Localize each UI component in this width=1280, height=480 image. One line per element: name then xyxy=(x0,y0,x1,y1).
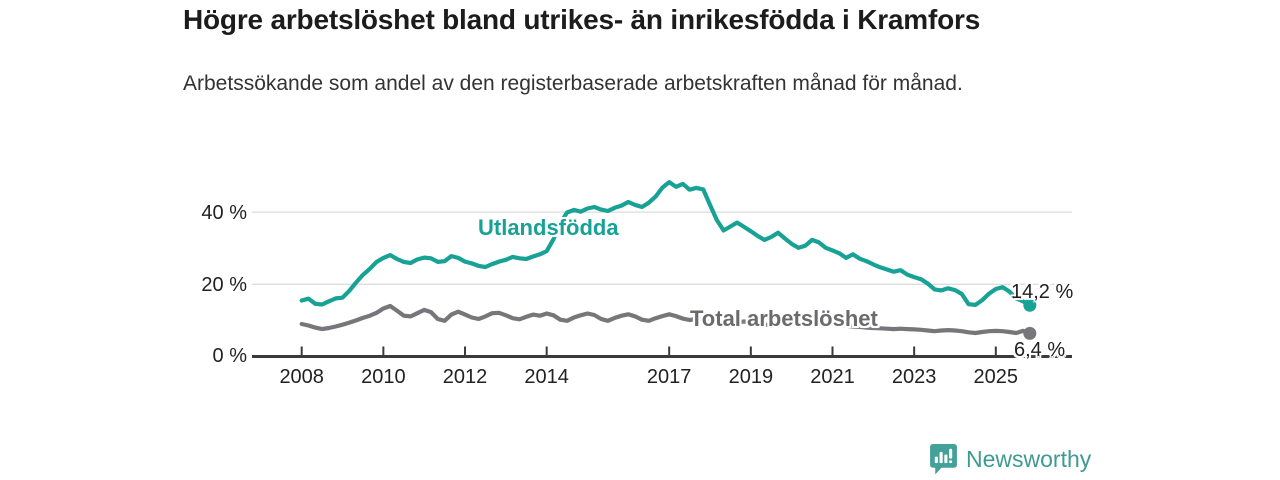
x-tick-label: 2012 xyxy=(442,366,488,388)
y-tick-label: 40 % xyxy=(201,202,247,224)
x-tick-label: 2023 xyxy=(891,366,937,388)
x-tick-label: 2008 xyxy=(279,366,324,388)
x-tick-label: 2014 xyxy=(524,366,569,388)
utlandsf-dda-line xyxy=(299,180,1032,308)
utlandsf-dda-end-dot xyxy=(1023,298,1037,312)
x-tick-label: 2017 xyxy=(646,366,692,388)
end-value-label-total: 6,4 % xyxy=(1014,339,1066,361)
x-tick-label: 2010 xyxy=(361,366,406,388)
newsworthy-speech-bubble-bar-chart-icon xyxy=(930,444,957,475)
x-tick-label: 2025 xyxy=(973,366,1019,388)
y-tick-label: 20 % xyxy=(201,274,247,296)
y-tick-label: 0 % xyxy=(212,345,247,367)
newsworthy-wordmark: Newsworthy xyxy=(966,446,1092,472)
x-tick-label: 2019 xyxy=(728,366,774,388)
page-title: Högre arbetslöshet bland utrikes- än inr… xyxy=(183,4,981,35)
series-label-total-arbetsloshet: Total arbetslöshet xyxy=(690,306,878,331)
end-value-label-utlandsfodda: 14,2 % xyxy=(1011,281,1074,303)
newsworthy-logo: Newsworthy xyxy=(930,444,1091,475)
total-arbetsl-shet-end-dot xyxy=(1023,326,1037,340)
chart-subtitle: Arbetssökande som andel av den registerb… xyxy=(183,72,963,95)
series-label-utlandsfodda: Utlandsfödda xyxy=(478,215,619,240)
x-tick-label: 2021 xyxy=(810,366,855,388)
total-arbetsl-shet-line xyxy=(299,303,1032,336)
